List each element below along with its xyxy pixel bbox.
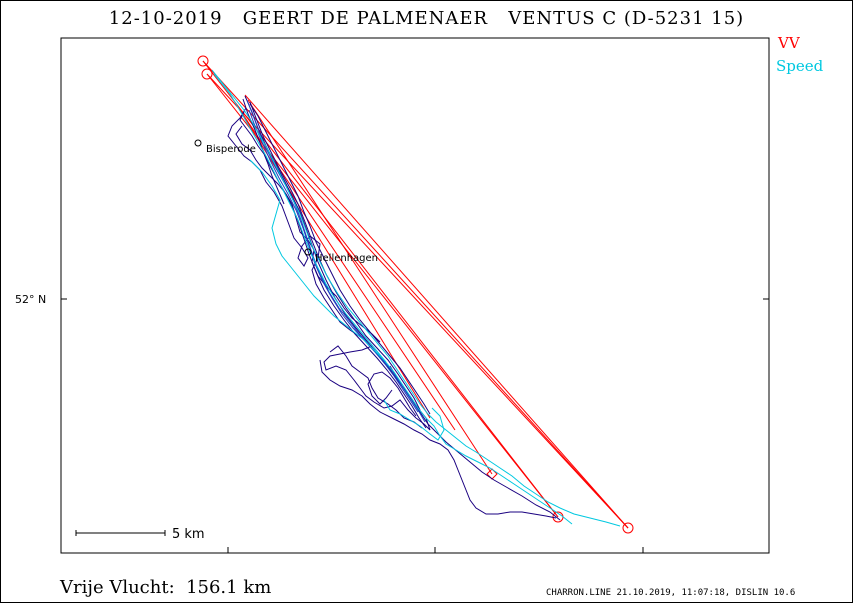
place-label-hellenhagen: Hellenhagen xyxy=(315,253,378,264)
place-marker-hellenhagen xyxy=(304,248,312,256)
speed-track xyxy=(211,69,621,527)
latitude-label: 52° N xyxy=(15,293,46,306)
legend-vv: VV xyxy=(778,34,800,52)
scale-bar xyxy=(75,530,166,536)
footer-info: CHARRON.LINE 21.10.2019, 11:07:18, DISLI… xyxy=(546,588,796,598)
map-border xyxy=(60,37,770,554)
free-flight-distance: Vrije Vlucht: 156.1 km xyxy=(60,577,272,598)
map-title: 12-10-2019 GEERT DE PALMENAER VENTUS C (… xyxy=(108,8,745,29)
place-marker-bisperode xyxy=(194,139,202,147)
map-ticks xyxy=(61,298,769,553)
scale-label: 5 km xyxy=(172,527,205,542)
legend-speed: Speed xyxy=(776,57,824,75)
place-label-bisperode: Bisperode xyxy=(206,144,256,155)
flight-track-overlay xyxy=(246,99,426,423)
